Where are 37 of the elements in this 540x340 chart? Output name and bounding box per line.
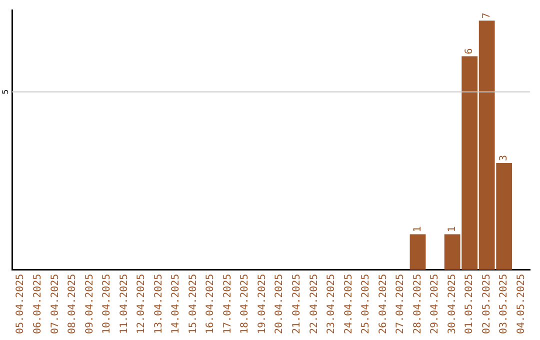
ref-line-label: 5 bbox=[1, 89, 10, 94]
x-tick-label: 14.04.2025 bbox=[170, 274, 182, 334]
x-tick-label: 21.04.2025 bbox=[291, 274, 302, 334]
x-tick-label: 09.04.2025 bbox=[84, 274, 96, 334]
x-tick-label: 02.05.2025 bbox=[481, 274, 492, 334]
x-tick-label: 16.04.2025 bbox=[205, 274, 216, 334]
x-tick-label: 07.04.2025 bbox=[50, 274, 61, 334]
x-tick-label: 30.04.2025 bbox=[446, 274, 458, 334]
x-tick-label: 05.04.2025 bbox=[15, 274, 26, 334]
x-tick-label: 03.05.2025 bbox=[498, 274, 510, 334]
x-tick-label: 08.04.2025 bbox=[67, 274, 78, 334]
x-tick-label: 15.04.2025 bbox=[188, 274, 199, 334]
x-tick-label: 06.04.2025 bbox=[32, 274, 44, 334]
x-tick-label: 26.04.2025 bbox=[378, 274, 389, 334]
x-tick-label: 10.04.2025 bbox=[102, 274, 113, 334]
x-tick-label: 23.04.2025 bbox=[326, 274, 338, 334]
x-tick-label: 22.04.2025 bbox=[308, 274, 320, 334]
x-tick-label: 19.04.2025 bbox=[256, 274, 268, 334]
x-tick-label: 28.04.2025 bbox=[412, 274, 424, 334]
bar bbox=[410, 234, 426, 270]
x-tick-label: 11.04.2025 bbox=[118, 274, 130, 334]
x-tick-label: 04.05.2025 bbox=[516, 274, 527, 334]
x-tick-label: 29.04.2025 bbox=[430, 274, 441, 334]
x-tick-label: 24.04.2025 bbox=[343, 274, 354, 334]
data-label: 7 bbox=[481, 12, 492, 19]
x-tick-label: 20.04.2025 bbox=[274, 274, 286, 334]
x-tick-label: 13.04.2025 bbox=[153, 274, 164, 334]
data-label: 6 bbox=[464, 48, 476, 54]
x-tick-label: 17.04.2025 bbox=[222, 274, 234, 334]
x-tick-label: 01.05.2025 bbox=[464, 274, 476, 334]
x-tick-label: 25.04.2025 bbox=[360, 274, 372, 334]
data-label: 3 bbox=[498, 155, 510, 162]
x-tick-label: 27.04.2025 bbox=[395, 274, 406, 334]
x-tick-label: 12.04.2025 bbox=[136, 274, 148, 334]
data-label: 1 bbox=[412, 226, 424, 232]
x-tick-label: 18.04.2025 bbox=[240, 274, 251, 334]
data-label: 1 bbox=[446, 226, 458, 232]
